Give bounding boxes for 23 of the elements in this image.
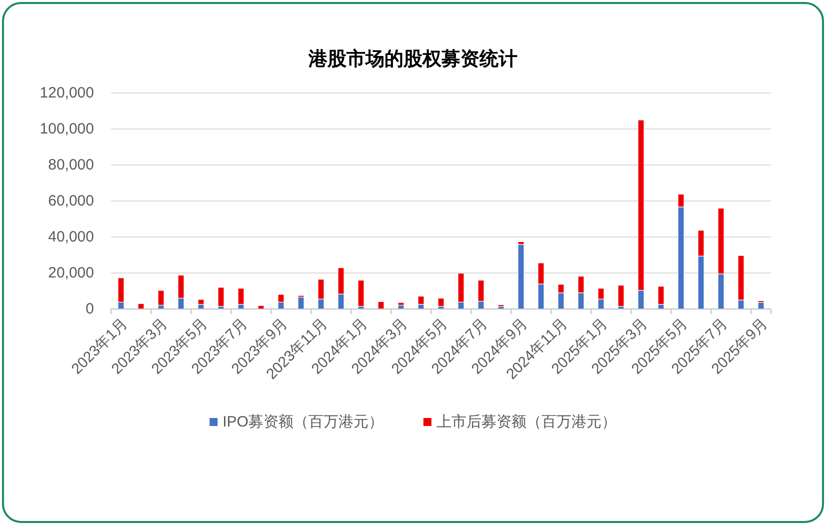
bar <box>298 296 304 310</box>
y-tick-label: 40,000 <box>48 228 94 246</box>
bar <box>238 288 244 305</box>
y-tick-label: 0 <box>86 300 94 318</box>
bar <box>358 280 364 307</box>
bar <box>198 299 204 305</box>
bar <box>218 287 224 307</box>
bar <box>518 244 524 310</box>
chart-title: 港股市场的股权募资统计 <box>308 48 518 70</box>
bar <box>418 296 424 305</box>
bar <box>438 298 444 307</box>
y-tick-label: 80,000 <box>48 156 94 174</box>
legend-label: 上市后募资额（百万港元） <box>436 414 616 430</box>
bar <box>658 286 664 305</box>
y-tick-label: 20,000 <box>48 264 94 282</box>
bar <box>158 290 164 306</box>
y-tick-label: 60,000 <box>48 192 94 210</box>
legend-label: IPO募资额（百万港元） <box>222 414 384 430</box>
y-tick-label: 120,000 <box>40 84 94 102</box>
bar <box>618 284 624 307</box>
y-tick-label: 100,000 <box>40 120 94 138</box>
bar <box>378 301 384 310</box>
bar <box>398 302 404 306</box>
